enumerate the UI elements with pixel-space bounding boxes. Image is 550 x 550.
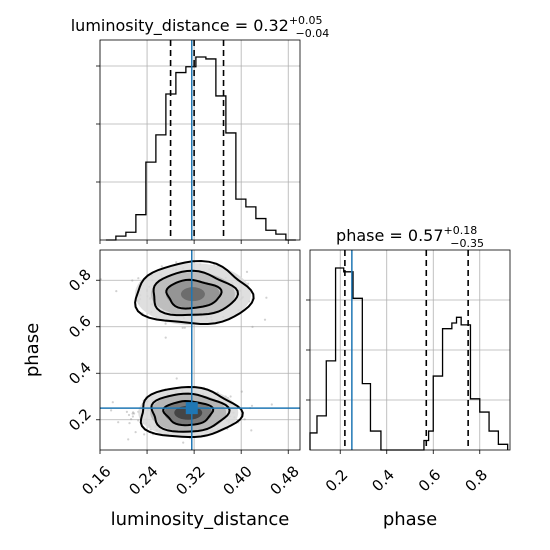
x-axis-label-phase: phase — [383, 509, 437, 530]
ld-title-prefix: luminosity_distance = — [71, 16, 253, 36]
scatter-point — [181, 326, 184, 329]
scatter-point — [240, 390, 243, 393]
phase-hist-grid — [310, 250, 510, 450]
joint-xticklabel-2: 0.32 — [172, 462, 208, 498]
phase-xticklabel-0: 0.2 — [322, 466, 352, 496]
panel-phase-hist: 0.2 0.4 0.6 0.8 phase = 0.57+0.18 −0.35 phas… — [306, 224, 511, 530]
scatter-point — [245, 270, 249, 273]
phase-title-prefix: phase = — [336, 226, 408, 245]
scatter-point — [127, 413, 131, 417]
phase-xticklabel-2: 0.6 — [415, 466, 445, 496]
scatter-point — [164, 336, 167, 339]
scatter-point — [250, 429, 253, 432]
phase-title-plus: +0.18 — [444, 224, 478, 237]
scatter-point — [133, 412, 136, 415]
phase-x-ticklabels: 0.2 0.4 0.6 0.8 — [322, 466, 491, 496]
joint-xticklabel-4: 0.48 — [267, 462, 303, 498]
scatter-point — [131, 415, 134, 418]
scatter-point — [270, 403, 273, 406]
scatter-point — [137, 277, 140, 280]
contour-0-2 — [165, 278, 223, 310]
contour-0-0 — [134, 259, 255, 325]
phase-hist-step — [309, 267, 509, 451]
contour-1-2 — [162, 399, 215, 427]
scatter-point — [182, 441, 185, 444]
scatter-point — [131, 412, 134, 415]
x-axis-label-luminosity-distance: luminosity_distance — [111, 509, 290, 530]
joint-y-ticklabels: 0.2 0.4 0.6 0.8 — [65, 265, 95, 434]
scatter-point — [263, 318, 267, 321]
joint-xticklabel-1: 0.24 — [125, 462, 161, 498]
scatter-point — [137, 419, 140, 422]
scatter-point — [131, 279, 134, 282]
contour-0-1 — [152, 269, 240, 317]
phase-title: phase = 0.57+0.18 −0.35 — [336, 224, 484, 250]
joint-yticklabel-0: 0.2 — [65, 405, 95, 435]
joint-x-ticklabels: 0.16 0.24 0.32 0.40 0.48 — [78, 462, 303, 498]
joint-yticklabel-1: 0.4 — [65, 358, 95, 388]
phase-hist-layer — [309, 267, 509, 451]
ld-title-plus: +0.05 — [289, 14, 323, 27]
scatter-point — [115, 290, 118, 293]
scatter-point — [128, 422, 131, 425]
scatter-point — [250, 404, 254, 407]
ld-title-median: 0.32 — [253, 16, 289, 35]
joint-yticklabel-3: 0.8 — [65, 265, 95, 295]
scatter-point — [117, 421, 120, 424]
joint-frame — [99, 249, 301, 451]
panel-joint: 0.16 0.24 0.32 0.40 0.48 0.2 0.4 0.6 0.8 lumino… — [22, 249, 303, 530]
phase-title-median: 0.57 — [408, 226, 444, 245]
scatter-point — [183, 326, 186, 329]
joint-xticklabel-0: 0.16 — [78, 462, 114, 498]
panel-ld-hist: luminosity_distance = 0.32+0.05 −0.04 — [71, 14, 330, 244]
phase-xticklabel-3: 0.8 — [461, 466, 491, 496]
ld-hist-ticks — [96, 65, 289, 244]
ld-title: luminosity_distance = 0.32+0.05 −0.04 — [71, 14, 330, 40]
joint-truth-marker — [185, 402, 198, 415]
ld-hist-step — [105, 56, 296, 241]
scatter-point — [134, 431, 137, 434]
density-level-0-3 — [180, 287, 205, 302]
phase-xticklabel-1: 0.4 — [368, 466, 398, 496]
phase-title-minus: −0.35 — [450, 237, 484, 250]
scatter-point — [265, 296, 268, 299]
phase-quantile-layer — [344, 250, 469, 450]
contour-1-0 — [139, 385, 244, 438]
scatter-point — [143, 433, 146, 436]
scatter-point — [111, 401, 114, 404]
scatter-point — [175, 377, 178, 380]
scatter-point — [251, 325, 254, 328]
joint-contour-layer — [134, 259, 255, 438]
phase-hist-ticks — [306, 299, 481, 454]
ld-hist-layer — [105, 56, 296, 241]
scatter-point — [164, 322, 167, 325]
joint-xticklabel-3: 0.40 — [219, 462, 255, 498]
ld-hist-frame — [99, 39, 301, 241]
scatter-point — [127, 438, 130, 441]
joint-ticks — [96, 279, 289, 454]
scatter-point — [243, 418, 246, 421]
scatter-point — [110, 409, 113, 412]
scatter-point — [229, 395, 232, 398]
contour-1-1 — [150, 392, 231, 433]
scatter-point — [160, 265, 163, 268]
scatter-point — [125, 410, 128, 413]
ld-quantile-layer — [169, 40, 225, 240]
scatter-point — [132, 411, 135, 414]
y-axis-label-phase: phase — [22, 323, 43, 377]
scatter-point — [175, 261, 178, 264]
ld-hist-grid — [99, 40, 300, 240]
joint-yticklabel-2: 0.6 — [65, 312, 95, 342]
scatter-point — [130, 418, 133, 421]
ld-title-minus: −0.04 — [296, 27, 330, 40]
